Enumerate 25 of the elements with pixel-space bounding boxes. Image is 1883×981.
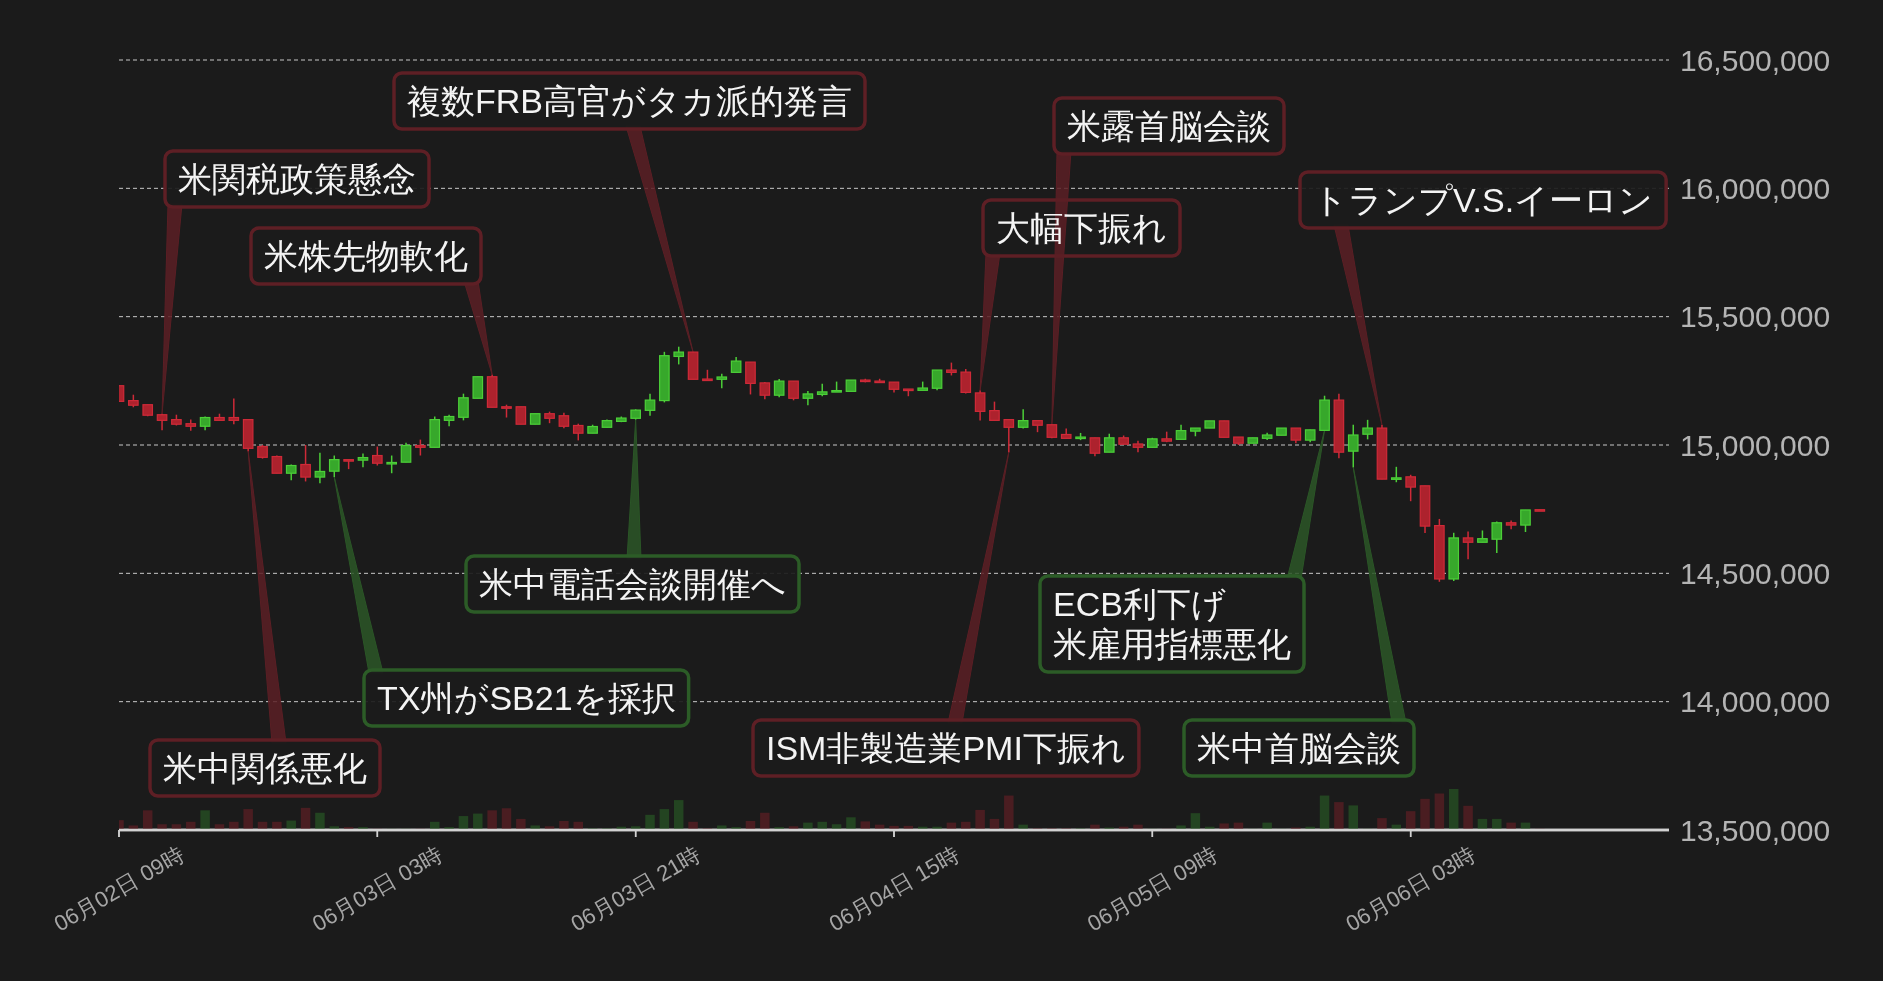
annotation: 米露首脳会談: [1067, 107, 1271, 145]
annotation: 米中関係悪化: [163, 749, 367, 787]
annotation: トランプV.S.イーロン: [1313, 181, 1654, 219]
annotation: 米中電話会談開催へ: [479, 565, 786, 603]
annotation: 複数FRB高官がタカ派的発言: [407, 82, 852, 120]
x-tick-label: 06月03日 21時: [566, 841, 705, 937]
annotation: 米関税政策懸念: [178, 160, 416, 198]
x-tick-label: 06月03日 03時: [308, 841, 447, 937]
annotation: TX州がSB21を採択: [377, 679, 676, 717]
x-tick-label: 06月04日 15時: [824, 841, 964, 937]
y-tick-label: 14,000,000: [1680, 685, 1831, 719]
y-tick-label: 15,000,000: [1680, 428, 1831, 462]
y-tick-label: 15,500,000: [1680, 300, 1831, 334]
annotation: ECB利下げ米雇用指標悪化: [1053, 585, 1291, 663]
y-tick-label: 16,000,000: [1680, 171, 1831, 205]
annotation: 米株先物軟化: [264, 237, 468, 275]
y-tick-label: 14,500,000: [1680, 556, 1831, 590]
annotation: 大幅下振れ: [996, 209, 1167, 247]
x-tick-label: 06月05日 09時: [1083, 841, 1222, 937]
annotation: 米中首脳会談: [1197, 729, 1401, 767]
y-tick-label: 13,500,000: [1680, 813, 1831, 847]
y-tick-label: 16,500,000: [1680, 43, 1831, 77]
x-tick-label: 06月06日 03時: [1341, 841, 1480, 937]
annotation: ISM非製造業PMI下振れ: [766, 729, 1126, 767]
x-tick-label: 06月02日 09時: [49, 841, 189, 937]
